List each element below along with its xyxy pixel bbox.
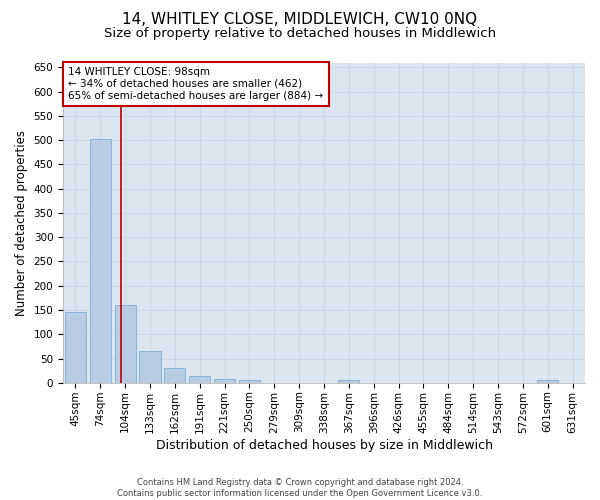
Text: Contains HM Land Registry data © Crown copyright and database right 2024.
Contai: Contains HM Land Registry data © Crown c… (118, 478, 482, 498)
Text: Size of property relative to detached houses in Middlewich: Size of property relative to detached ho… (104, 28, 496, 40)
Text: 14, WHITLEY CLOSE, MIDDLEWICH, CW10 0NQ: 14, WHITLEY CLOSE, MIDDLEWICH, CW10 0NQ (122, 12, 478, 28)
Bar (164, 368, 185, 383)
Text: 14 WHITLEY CLOSE: 98sqm
← 34% of detached houses are smaller (462)
65% of semi-d: 14 WHITLEY CLOSE: 98sqm ← 34% of detache… (68, 68, 323, 100)
Bar (239, 380, 260, 383)
Bar (139, 351, 161, 383)
Bar (537, 380, 558, 383)
Bar (189, 376, 210, 383)
Bar (214, 380, 235, 383)
Bar (90, 138, 111, 383)
Bar (65, 312, 86, 383)
X-axis label: Distribution of detached houses by size in Middlewich: Distribution of detached houses by size … (155, 440, 493, 452)
Y-axis label: Number of detached properties: Number of detached properties (15, 130, 28, 316)
Bar (338, 380, 359, 383)
Bar (115, 305, 136, 383)
